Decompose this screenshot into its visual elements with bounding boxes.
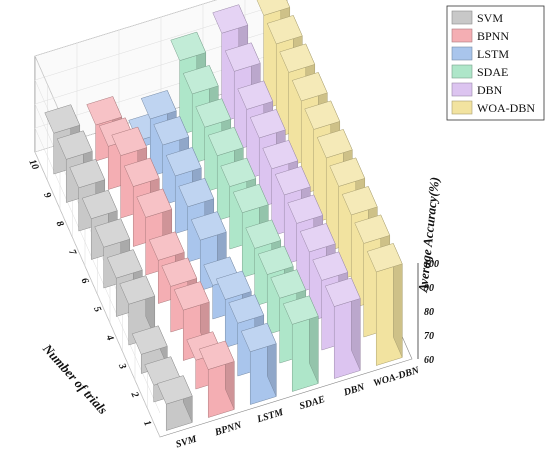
legend-swatch-dbn bbox=[451, 82, 473, 97]
bar-sdae-trial-1 bbox=[282, 295, 319, 392]
z-tick-60: 60 bbox=[424, 355, 434, 366]
legend-label-svm: SVM bbox=[477, 11, 503, 25]
trial-label-3: 3 bbox=[116, 361, 128, 371]
trial-label-7: 7 bbox=[66, 248, 78, 258]
legend-swatch-lstm bbox=[451, 46, 473, 61]
bars-group bbox=[44, 0, 403, 431]
bar-dbn-trial-1 bbox=[324, 277, 361, 379]
trial-label-8: 8 bbox=[53, 219, 65, 228]
z-axis-ticks: 60 70 80 90 100 bbox=[417, 259, 439, 366]
legend-label-dbn: DBN bbox=[477, 83, 503, 97]
legend-swatch-sdae bbox=[451, 64, 473, 79]
model-label-dbn: DBN bbox=[342, 382, 367, 399]
z-axis-title: Average Accuracy(%) bbox=[415, 176, 442, 294]
model-label-sdae: SDAE bbox=[298, 394, 327, 412]
legend: SVM BPNN LSTM SDAE DBN WOA-DBN bbox=[446, 5, 545, 121]
legend-label-woa-dbn: WOA-DBN bbox=[477, 101, 535, 115]
legend-label-bpnn: BPNN bbox=[477, 29, 509, 43]
bar-bpnn-trial-1 bbox=[198, 340, 235, 418]
model-label-lstm: LSTM bbox=[255, 407, 286, 426]
legend-swatch-woa-dbn bbox=[451, 100, 473, 115]
z-tick-80: 80 bbox=[424, 307, 434, 318]
trial-label-4: 4 bbox=[103, 333, 115, 343]
z-tick-90: 90 bbox=[424, 283, 434, 294]
bar-svm-trial-1 bbox=[156, 375, 193, 431]
trial-label-9: 9 bbox=[41, 191, 53, 200]
legend-label-sdae: SDAE bbox=[477, 65, 508, 79]
trial-labels: 1 2 3 4 5 6 7 8 9 10 bbox=[26, 158, 153, 428]
trial-label-6: 6 bbox=[78, 276, 90, 285]
model-label-svm: SVM bbox=[175, 433, 199, 450]
trial-label-10: 10 bbox=[26, 158, 40, 172]
trials-axis-title: Number of trials bbox=[39, 340, 110, 417]
trial-label-5: 5 bbox=[91, 305, 103, 314]
trial-label-2: 2 bbox=[128, 390, 140, 400]
bar-woa-dbn-trial-1 bbox=[366, 243, 403, 366]
legend-swatch-svm bbox=[451, 10, 473, 25]
bar-lstm-trial-1 bbox=[240, 322, 277, 405]
legend-label-lstm: LSTM bbox=[477, 47, 509, 61]
model-label-bpnn: BPNN bbox=[213, 420, 244, 439]
z-tick-100: 100 bbox=[424, 259, 439, 270]
z-tick-70: 70 bbox=[424, 331, 434, 342]
trial-label-1: 1 bbox=[141, 419, 153, 428]
legend-swatch-bpnn bbox=[451, 28, 473, 43]
